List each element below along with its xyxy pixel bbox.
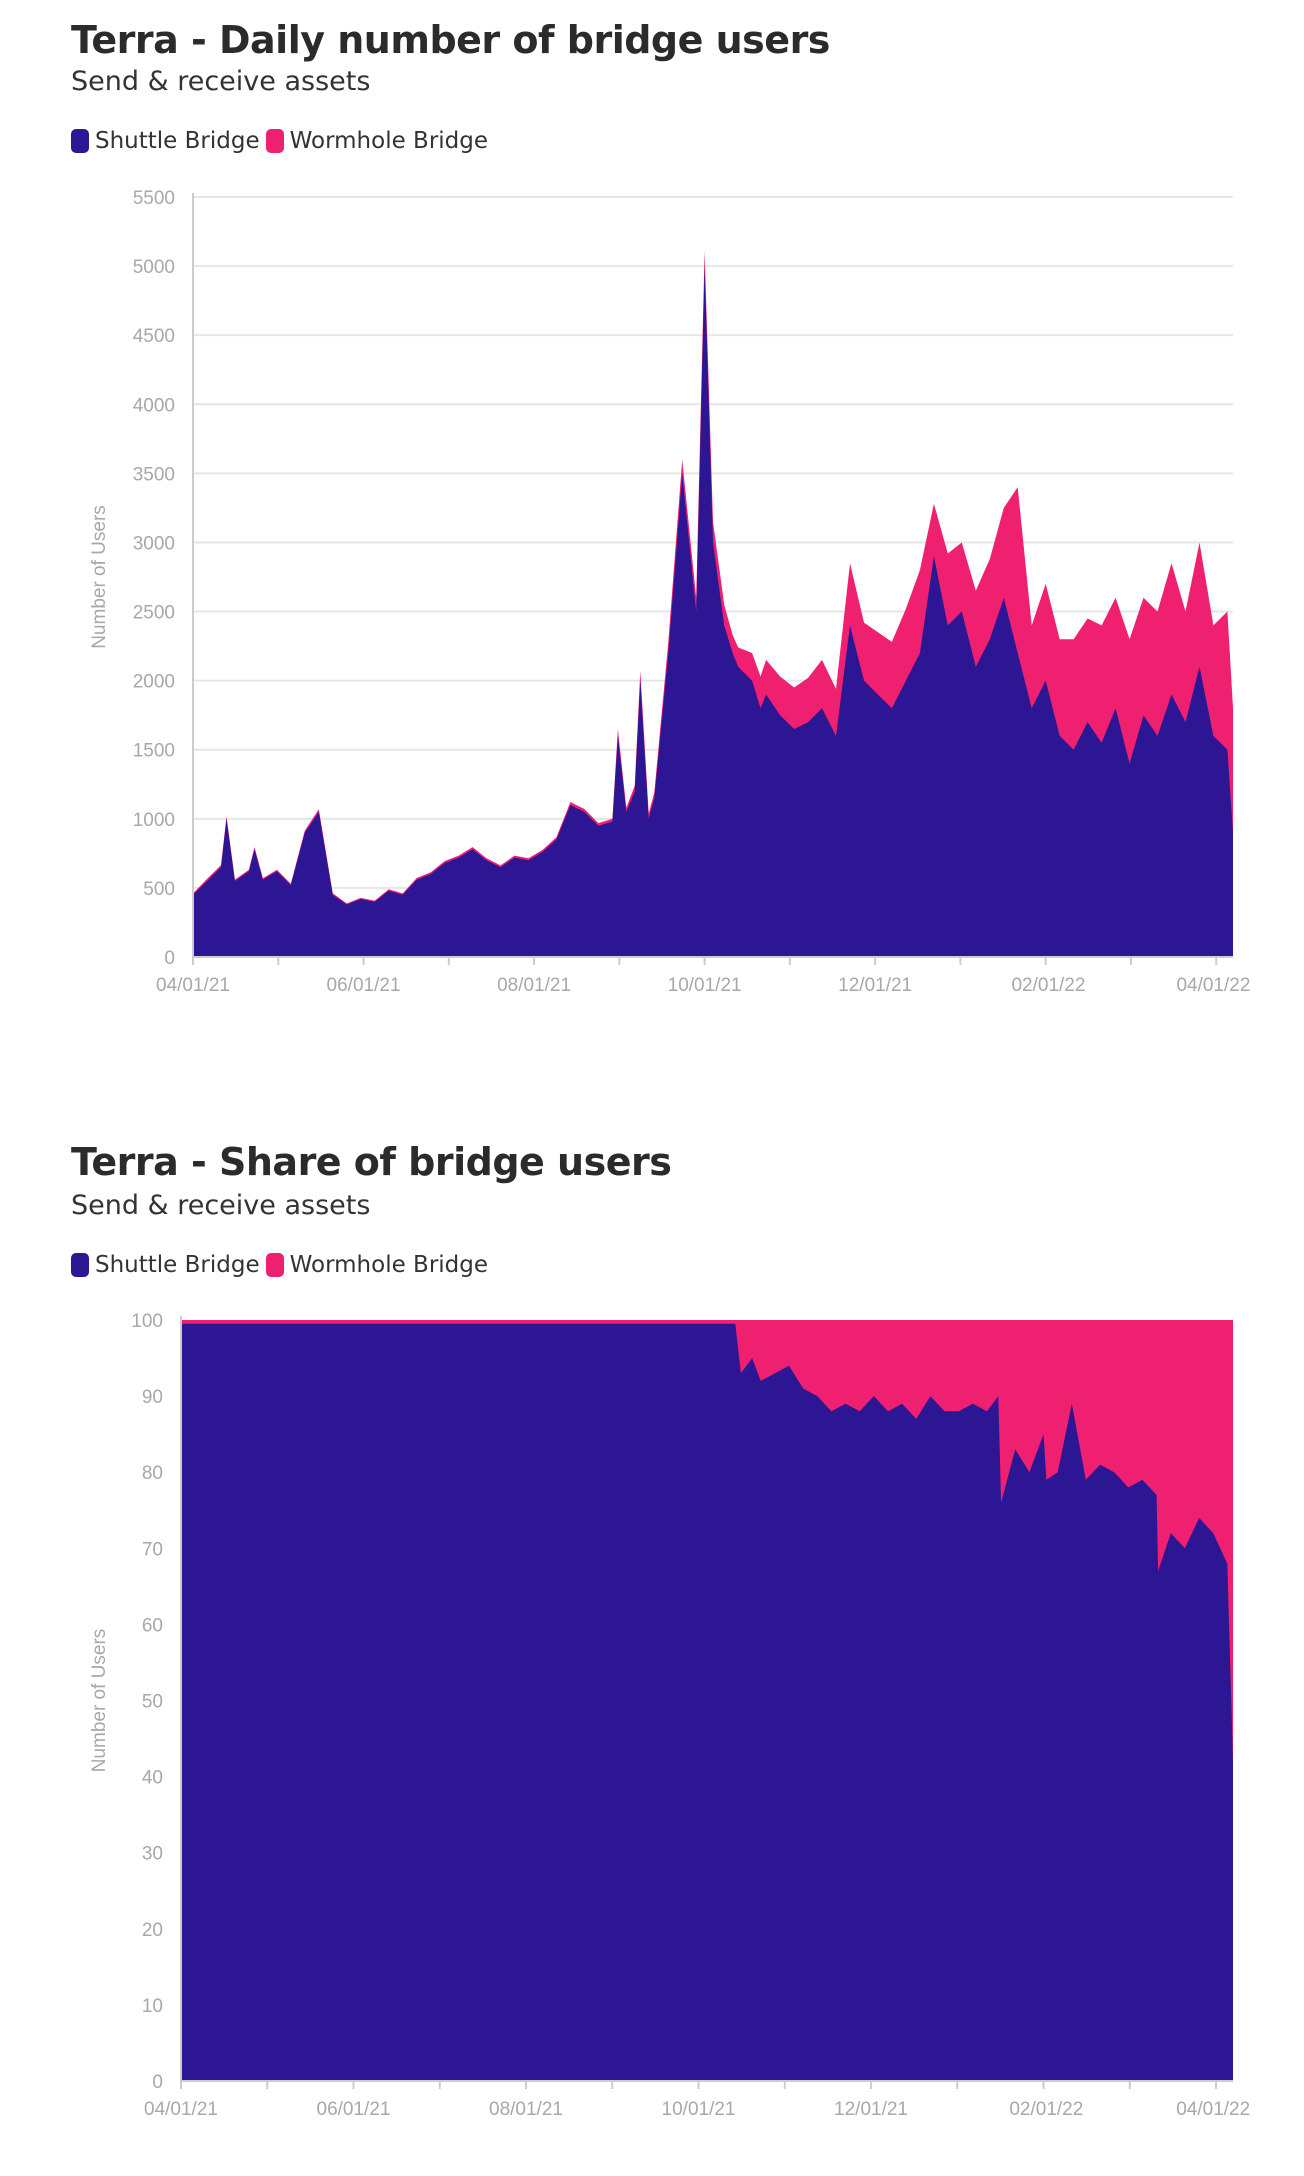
chart-title: Terra - Daily number of bridge users (71, 18, 830, 62)
y-tick-label: 5500 (133, 188, 175, 209)
legend-label: Shuttle Bridge (95, 128, 260, 154)
y-tick-label: 3500 (133, 464, 175, 485)
y-tick-label: 20 (142, 1920, 163, 1941)
x-tick-label: 04/01/22 (1176, 2099, 1250, 2120)
y-axis-label: Number of Users (89, 1629, 110, 1773)
area-series-shuttle[interactable] (193, 266, 1233, 958)
x-tick-label: 06/01/21 (327, 975, 401, 996)
y-tick-label: 100 (131, 1311, 163, 1332)
x-tick-label: 08/01/21 (497, 975, 571, 996)
legend: Shuttle Bridge Wormhole Bridge (71, 1252, 494, 1278)
legend-label: Wormhole Bridge (289, 1252, 489, 1278)
legend-item-wormhole[interactable]: Wormhole Bridge (265, 128, 489, 154)
legend-label: Shuttle Bridge (95, 1252, 260, 1278)
legend-swatch-shuttle (71, 1253, 89, 1277)
x-tick-label: 02/01/22 (1009, 2099, 1083, 2120)
y-tick-label: 1500 (133, 741, 175, 762)
y-axis-label: Number of Users (89, 505, 110, 649)
y-tick-label: 4000 (133, 395, 175, 416)
y-tick-label: 4500 (133, 326, 175, 347)
x-tick-label: 02/01/22 (1011, 975, 1085, 996)
legend-swatch-shuttle (71, 129, 89, 153)
y-tick-label: 1000 (133, 810, 175, 831)
chart-daily-users: Terra - Daily number of bridge users Sen… (0, 0, 1304, 1010)
y-tick-label: 10 (142, 1996, 163, 2017)
x-tick-label: 04/01/21 (156, 975, 230, 996)
x-tick-label: 10/01/21 (668, 975, 742, 996)
y-tick-label: 500 (143, 879, 175, 900)
chart-subtitle: Send & receive assets (71, 66, 371, 97)
legend-swatch-wormhole (265, 1253, 284, 1277)
area-series-wormhole[interactable] (181, 1320, 1233, 2081)
area-series-shuttle[interactable] (181, 1323, 1233, 2081)
chart-subtitle: Send & receive assets (71, 1190, 371, 1221)
legend-item-shuttle[interactable]: Shuttle Bridge (71, 128, 260, 154)
y-tick-label: 80 (142, 1463, 163, 1484)
y-tick-label: 60 (142, 1615, 163, 1636)
x-tick-label: 12/01/21 (834, 2099, 908, 2120)
y-tick-label: 2000 (133, 672, 175, 693)
legend-item-wormhole[interactable]: Wormhole Bridge (265, 1252, 489, 1278)
legend-swatch-wormhole (265, 129, 284, 153)
legend-label: Wormhole Bridge (289, 128, 489, 154)
x-tick-label: 04/01/22 (1176, 975, 1250, 996)
x-tick-label: 06/01/21 (317, 2099, 391, 2120)
x-tick-label: 04/01/21 (144, 2099, 218, 2120)
y-tick-label: 5000 (133, 257, 175, 278)
y-tick-label: 2500 (133, 603, 175, 624)
plot-area: 0 500 1000 1500 2000 2500 3000 3500 4000 4500 5000… (89, 188, 1250, 996)
x-tick-label: 10/01/21 (662, 2099, 736, 2120)
y-tick-label: 30 (142, 1844, 163, 1865)
y-tick-label: 70 (142, 1539, 163, 1560)
y-tick-label: 0 (152, 2072, 163, 2093)
x-tick-label: 08/01/21 (489, 2099, 563, 2120)
chart-title: Terra - Share of bridge users (71, 1140, 672, 1184)
x-tick-label: 12/01/21 (838, 975, 912, 996)
y-tick-label: 0 (164, 948, 175, 969)
legend-item-shuttle[interactable]: Shuttle Bridge (71, 1252, 260, 1278)
y-tick-label: 90 (142, 1387, 163, 1408)
y-tick-label: 3000 (133, 533, 175, 554)
y-tick-label: 50 (142, 1692, 163, 1713)
legend: Shuttle Bridge Wormhole Bridge (71, 128, 494, 154)
y-tick-label: 40 (142, 1768, 163, 1789)
